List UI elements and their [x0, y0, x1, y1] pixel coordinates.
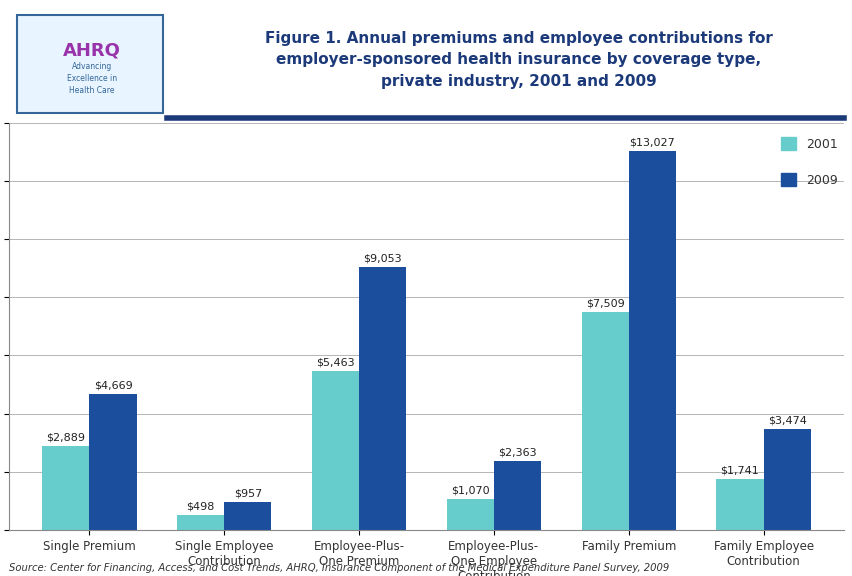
- Bar: [89, 394, 136, 530]
- Text: $957: $957: [233, 488, 262, 499]
- Text: $2,363: $2,363: [498, 448, 536, 458]
- Text: Source: Center for Financing, Access, and Cost Trends, AHRQ, Insurance Component: Source: Center for Financing, Access, an…: [9, 563, 668, 573]
- Bar: [177, 516, 224, 530]
- Text: $1,070: $1,070: [451, 486, 489, 495]
- Bar: [716, 479, 763, 530]
- Bar: [628, 151, 675, 530]
- Bar: [493, 461, 540, 530]
- Text: Advancing
Excellence in
Health Care: Advancing Excellence in Health Care: [67, 62, 117, 94]
- FancyBboxPatch shape: [17, 15, 163, 113]
- Text: $9,053: $9,053: [363, 253, 401, 263]
- Text: $5,463: $5,463: [316, 358, 354, 367]
- Bar: [224, 502, 271, 530]
- Text: $498: $498: [187, 502, 215, 512]
- Bar: [446, 499, 493, 530]
- Text: $2,889: $2,889: [46, 433, 85, 442]
- Bar: [43, 446, 89, 530]
- Text: $1,741: $1,741: [720, 466, 758, 476]
- Text: $4,669: $4,669: [94, 381, 132, 391]
- Text: AHRQ: AHRQ: [63, 41, 121, 59]
- Text: $3,474: $3,474: [767, 415, 806, 426]
- Text: $7,509: $7,509: [585, 298, 624, 308]
- Legend: 2001, 2009: 2001, 2009: [780, 137, 838, 187]
- Bar: [312, 371, 359, 530]
- Bar: [359, 267, 406, 530]
- Text: Figure 1. Annual premiums and employee contributions for
employer-sponsored heal: Figure 1. Annual premiums and employee c…: [264, 31, 771, 89]
- Bar: [763, 429, 809, 530]
- Text: $13,027: $13,027: [629, 138, 675, 147]
- Bar: [581, 312, 628, 530]
